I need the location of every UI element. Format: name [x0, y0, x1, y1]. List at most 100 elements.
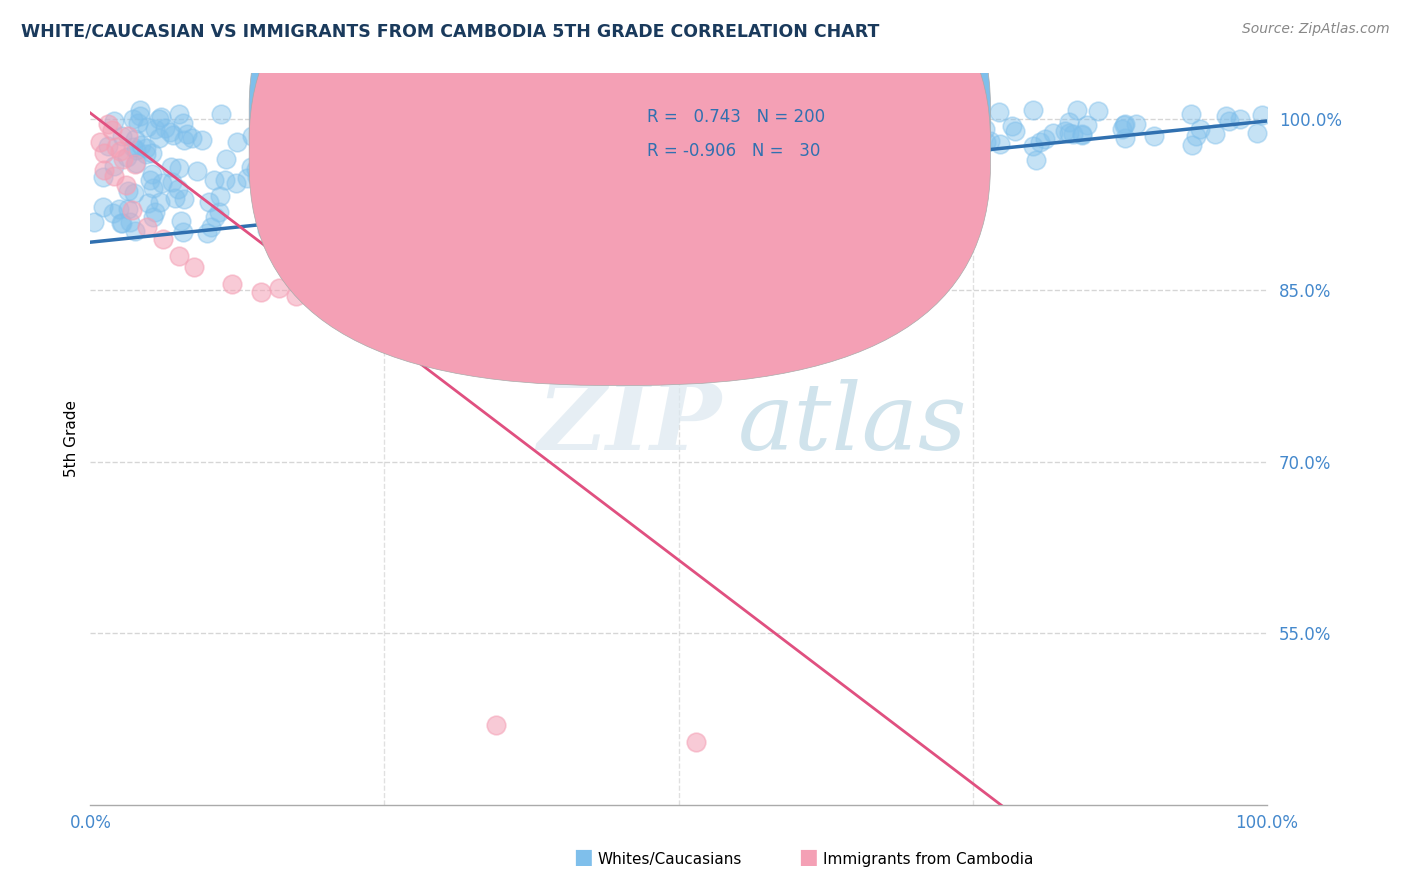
Point	[1251, 108, 1274, 122]
Point	[315, 294, 337, 309]
Point	[839, 154, 862, 169]
Point	[486, 168, 509, 182]
Point	[1033, 131, 1056, 145]
Point	[1070, 128, 1092, 142]
Point	[245, 161, 267, 176]
Point	[534, 237, 557, 252]
Point	[988, 104, 1011, 119]
Point	[159, 160, 181, 174]
Point	[214, 153, 236, 167]
Point	[1022, 103, 1045, 117]
Point	[911, 135, 934, 149]
Point	[381, 143, 404, 157]
Point	[1114, 118, 1136, 132]
Point	[1215, 109, 1237, 123]
Point	[142, 210, 165, 224]
Point	[523, 161, 546, 176]
Point	[855, 130, 877, 145]
Point	[592, 260, 614, 274]
Point	[1071, 128, 1094, 142]
Point	[117, 184, 139, 198]
Text: Immigrants from Cambodia: Immigrants from Cambodia	[823, 852, 1033, 867]
Point	[1180, 107, 1202, 121]
Point	[682, 202, 704, 217]
Point	[101, 206, 124, 220]
Point	[183, 260, 205, 275]
Point	[1111, 121, 1133, 136]
Point	[302, 250, 325, 264]
Point	[221, 277, 243, 292]
Point	[1143, 129, 1166, 144]
Point	[83, 214, 105, 228]
Point	[163, 191, 186, 205]
Point	[735, 145, 758, 160]
Point	[832, 134, 855, 148]
Point	[250, 285, 273, 300]
Point	[305, 181, 328, 195]
Point	[114, 178, 136, 192]
Point	[236, 171, 259, 186]
Point	[115, 150, 138, 164]
Point	[277, 200, 299, 214]
Point	[330, 233, 353, 247]
Point	[108, 202, 131, 216]
Point	[758, 158, 780, 172]
Point	[675, 160, 697, 174]
Point	[285, 289, 308, 303]
Point	[744, 149, 766, 163]
Point	[160, 175, 183, 189]
Point	[122, 112, 145, 126]
Point	[181, 131, 204, 145]
Point	[141, 145, 163, 160]
Point	[350, 156, 373, 170]
Text: ■: ■	[799, 847, 818, 867]
Point	[904, 143, 927, 157]
Point	[190, 133, 212, 147]
Point	[361, 163, 384, 178]
Text: Whites/Caucasians: Whites/Caucasians	[598, 852, 742, 867]
Point	[167, 161, 190, 175]
Point	[337, 193, 360, 207]
Point	[768, 140, 790, 154]
Point	[150, 176, 173, 190]
Point	[103, 169, 125, 183]
Point	[1062, 127, 1084, 141]
Point	[1076, 119, 1098, 133]
Point	[1181, 138, 1204, 153]
Point	[616, 219, 638, 234]
Point	[108, 144, 131, 158]
Point	[93, 163, 115, 178]
Point	[1066, 103, 1088, 117]
Point	[872, 147, 894, 161]
Point	[152, 232, 174, 246]
Point	[886, 155, 908, 169]
FancyBboxPatch shape	[249, 0, 990, 351]
Point	[204, 211, 226, 225]
Point	[112, 152, 135, 166]
Point	[256, 143, 278, 157]
Point	[93, 146, 115, 161]
Point	[1001, 120, 1024, 134]
Point	[135, 141, 157, 155]
Point	[763, 142, 786, 156]
Point	[117, 128, 139, 143]
Text: ZIP: ZIP	[537, 379, 721, 469]
Point	[908, 128, 931, 142]
Point	[240, 128, 263, 143]
Point	[186, 164, 208, 178]
Point	[214, 172, 236, 186]
Point	[458, 144, 481, 158]
Point	[756, 153, 779, 168]
Point	[292, 145, 315, 159]
Point	[396, 180, 419, 194]
Point	[717, 183, 740, 197]
Point	[1025, 153, 1047, 167]
Point	[202, 172, 225, 186]
Point	[173, 192, 195, 206]
Point	[1204, 127, 1226, 141]
Point	[149, 195, 172, 210]
Point	[875, 132, 897, 146]
Point	[125, 143, 148, 157]
Point	[148, 131, 170, 145]
Point	[148, 112, 170, 127]
